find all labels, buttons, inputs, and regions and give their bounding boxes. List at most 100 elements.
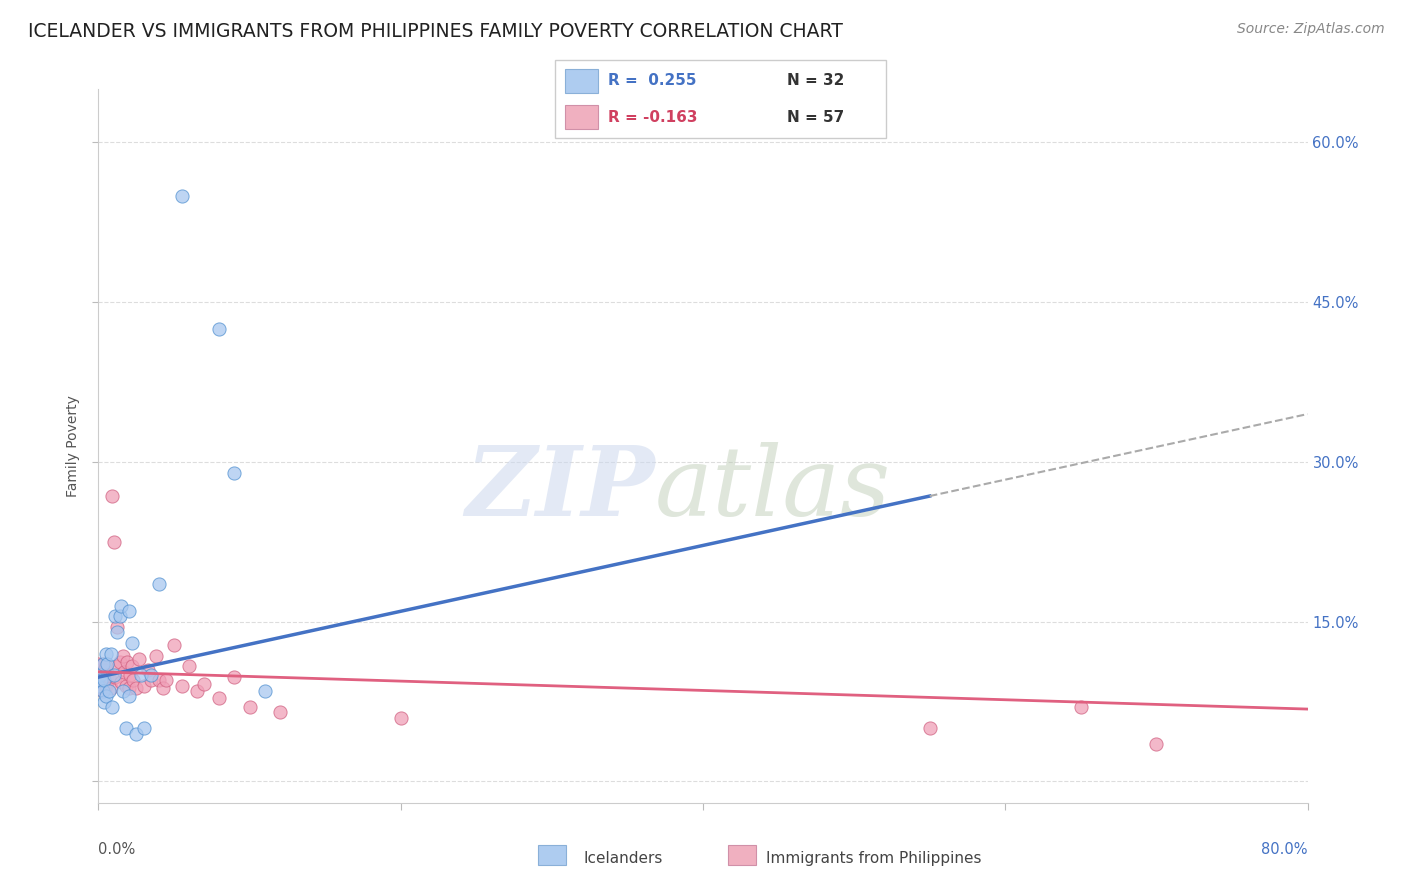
Point: [389, 710, 412, 724]
Point: [93, 695, 115, 709]
Text: Icelanders: Icelanders: [583, 852, 662, 866]
Point: [239, 700, 262, 714]
Point: [128, 652, 150, 666]
Point: [91, 657, 114, 672]
Point: [179, 659, 201, 673]
Point: [89, 679, 111, 693]
Point: [122, 673, 145, 688]
Text: Source: ZipAtlas.com: Source: ZipAtlas.com: [1237, 22, 1385, 37]
Point: [155, 673, 177, 688]
Bar: [565, 70, 599, 93]
Point: [90, 679, 112, 693]
Point: [269, 706, 291, 720]
Point: [89, 659, 111, 673]
Point: [90, 670, 112, 684]
Point: [129, 668, 152, 682]
Point: [121, 636, 143, 650]
Point: [125, 681, 148, 695]
Point: [107, 659, 129, 673]
Point: [94, 690, 117, 704]
Point: [163, 638, 186, 652]
Point: [145, 648, 167, 663]
Bar: [537, 846, 567, 864]
Point: [104, 609, 127, 624]
Point: [141, 668, 163, 682]
FancyBboxPatch shape: [555, 60, 886, 138]
Point: [94, 659, 117, 673]
Bar: [565, 105, 599, 128]
Point: [112, 665, 135, 679]
Point: [111, 684, 134, 698]
Point: [132, 721, 155, 735]
Point: [132, 679, 155, 693]
Point: [91, 668, 114, 682]
Point: [94, 647, 117, 661]
Point: [224, 670, 246, 684]
Point: [96, 675, 118, 690]
Point: [253, 684, 276, 698]
Point: [141, 673, 163, 688]
Point: [120, 668, 142, 682]
Y-axis label: Family Poverty: Family Poverty: [66, 395, 80, 497]
Point: [100, 681, 122, 695]
Point: [186, 684, 208, 698]
Point: [152, 681, 174, 695]
Point: [108, 609, 131, 624]
Point: [1144, 737, 1167, 751]
Point: [96, 657, 118, 672]
Point: [93, 663, 115, 677]
Point: [1070, 700, 1092, 714]
Text: R = -0.163: R = -0.163: [609, 110, 697, 125]
Text: 80.0%: 80.0%: [1261, 842, 1308, 857]
Text: ICELANDER VS IMMIGRANTS FROM PHILIPPINES FAMILY POVERTY CORRELATION CHART: ICELANDER VS IMMIGRANTS FROM PHILIPPINES…: [28, 22, 844, 41]
Point: [170, 188, 193, 202]
Point: [96, 668, 118, 682]
Point: [89, 668, 111, 682]
Point: [110, 599, 132, 613]
Point: [101, 700, 124, 714]
Point: [115, 655, 138, 669]
Point: [105, 620, 128, 634]
Point: [87, 673, 110, 688]
Text: R =  0.255: R = 0.255: [609, 73, 697, 88]
Text: 0.0%: 0.0%: [98, 842, 135, 857]
Point: [91, 684, 114, 698]
Text: atlas: atlas: [655, 442, 891, 536]
Point: [93, 673, 115, 688]
Point: [118, 604, 141, 618]
Point: [136, 663, 159, 677]
Point: [100, 647, 122, 661]
Point: [90, 663, 112, 677]
Point: [87, 679, 110, 693]
Point: [208, 322, 231, 336]
Point: [93, 670, 115, 684]
Point: [87, 663, 110, 677]
Text: ZIP: ZIP: [465, 442, 655, 536]
Point: [193, 676, 215, 690]
Point: [170, 679, 193, 693]
Point: [91, 684, 114, 698]
Point: [114, 679, 136, 693]
Point: [110, 675, 132, 690]
Point: [103, 668, 125, 682]
Point: [108, 655, 131, 669]
Text: N = 32: N = 32: [787, 73, 844, 88]
Point: [224, 466, 246, 480]
Point: [94, 679, 117, 693]
Point: [98, 670, 121, 684]
Point: [104, 670, 127, 684]
Point: [121, 659, 143, 673]
Point: [105, 625, 128, 640]
Point: [90, 673, 112, 688]
Point: [148, 673, 170, 688]
Point: [111, 648, 134, 663]
Point: [118, 681, 141, 695]
Point: [89, 668, 111, 682]
Point: [101, 489, 124, 503]
Point: [918, 721, 941, 735]
Text: Immigrants from Philippines: Immigrants from Philippines: [766, 852, 981, 866]
Point: [208, 691, 231, 706]
Point: [148, 577, 170, 591]
Point: [103, 534, 125, 549]
Point: [118, 690, 141, 704]
